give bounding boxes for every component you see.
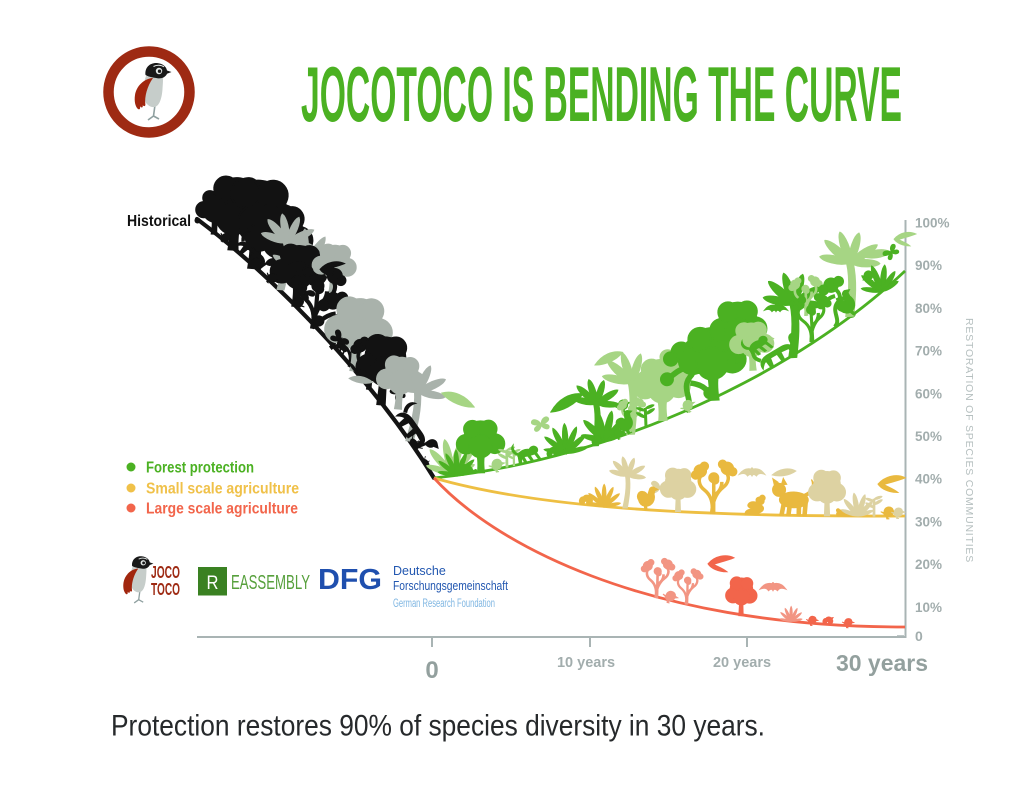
svg-text:R: R	[207, 573, 219, 594]
svg-text:TOCO: TOCO	[151, 579, 180, 599]
svg-text:EASSEMBLY: EASSEMBLY	[231, 572, 310, 594]
svg-text:20 years: 20 years	[713, 655, 771, 671]
svg-text:DFG: DFG	[318, 564, 382, 596]
svg-text:Historical: Historical	[127, 213, 191, 230]
svg-text:JOCO: JOCO	[151, 562, 180, 582]
svg-text:German Research Foundation: German Research Foundation	[393, 598, 495, 610]
svg-text:40%: 40%	[915, 472, 942, 487]
svg-text:0: 0	[915, 628, 923, 644]
svg-text:0: 0	[425, 657, 438, 684]
svg-text:Small scale agriculture: Small scale agriculture	[146, 481, 299, 498]
svg-text:Deutsche: Deutsche	[393, 564, 446, 578]
svg-text:50%: 50%	[915, 429, 942, 444]
svg-text:30%: 30%	[915, 514, 942, 529]
svg-text:10%: 10%	[915, 600, 942, 615]
svg-text:60%: 60%	[915, 386, 942, 401]
svg-text:80%: 80%	[915, 301, 942, 316]
svg-text:Protection restores 90% of spe: Protection restores 90% of species diver…	[111, 710, 765, 743]
svg-text:90%: 90%	[915, 258, 942, 273]
svg-text:10 years: 10 years	[557, 655, 615, 671]
svg-text:20%: 20%	[915, 557, 942, 572]
svg-text:Forest protection: Forest protection	[146, 460, 254, 477]
svg-text:30 years: 30 years	[836, 650, 928, 676]
svg-text:RESTORATION OF SPECIES COMMUNI: RESTORATION OF SPECIES COMMUNITIES	[963, 318, 975, 563]
svg-text:Large scale agriculture: Large scale agriculture	[146, 501, 298, 518]
svg-text:Forschungsgemeinschaft: Forschungsgemeinschaft	[393, 579, 508, 593]
svg-text:100%: 100%	[915, 216, 950, 231]
svg-text:JOCOTOCO IS BENDING THE CURVE: JOCOTOCO IS BENDING THE CURVE	[301, 50, 902, 138]
svg-text:70%: 70%	[915, 344, 942, 359]
